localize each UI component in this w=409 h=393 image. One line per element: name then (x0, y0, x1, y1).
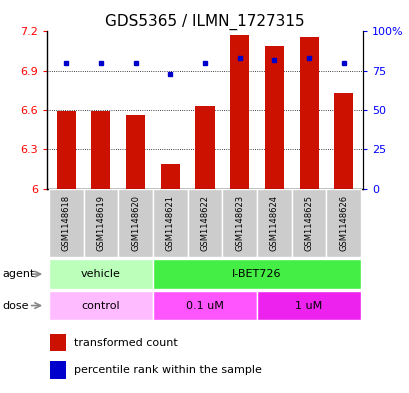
Text: GSM1148625: GSM1148625 (304, 195, 313, 251)
Bar (160, 164, 180, 189)
Bar (326, 189, 360, 257)
Text: 1 uM: 1 uM (295, 301, 322, 310)
Bar (256, 291, 360, 320)
Text: GSM1148626: GSM1148626 (338, 195, 347, 251)
Bar (91, 111, 110, 189)
Bar (49, 291, 153, 320)
Text: GSM1148618: GSM1148618 (62, 195, 71, 251)
Bar (50, 334, 66, 351)
Text: GSM1148624: GSM1148624 (269, 195, 278, 251)
Text: control: control (81, 301, 120, 310)
Bar (153, 259, 360, 289)
Bar (153, 291, 256, 320)
Text: transformed count: transformed count (74, 338, 177, 347)
Text: GSM1148623: GSM1148623 (235, 195, 244, 251)
Bar (153, 189, 187, 257)
Text: GDS5365 / ILMN_1727315: GDS5365 / ILMN_1727315 (105, 14, 304, 30)
Bar (56, 111, 76, 189)
Bar (256, 189, 291, 257)
Bar (229, 35, 249, 189)
Bar (49, 189, 83, 257)
Text: 0.1 uM: 0.1 uM (186, 301, 223, 310)
Text: percentile rank within the sample: percentile rank within the sample (74, 365, 261, 375)
Text: agent: agent (2, 269, 34, 279)
Bar (50, 362, 66, 379)
Text: GSM1148622: GSM1148622 (200, 195, 209, 251)
Bar (333, 93, 353, 189)
Bar (49, 259, 153, 289)
Text: dose: dose (2, 301, 29, 310)
Text: vehicle: vehicle (81, 269, 121, 279)
Bar (118, 189, 153, 257)
Bar (222, 189, 256, 257)
Bar (187, 189, 222, 257)
Bar (126, 115, 145, 189)
Bar (83, 189, 118, 257)
Text: GSM1148619: GSM1148619 (96, 195, 105, 251)
Bar (264, 46, 283, 189)
Text: GSM1148620: GSM1148620 (131, 195, 140, 251)
Bar (291, 189, 326, 257)
Bar (299, 37, 318, 189)
Text: I-BET726: I-BET726 (232, 269, 281, 279)
Bar (195, 106, 214, 189)
Text: GSM1148621: GSM1148621 (165, 195, 174, 251)
